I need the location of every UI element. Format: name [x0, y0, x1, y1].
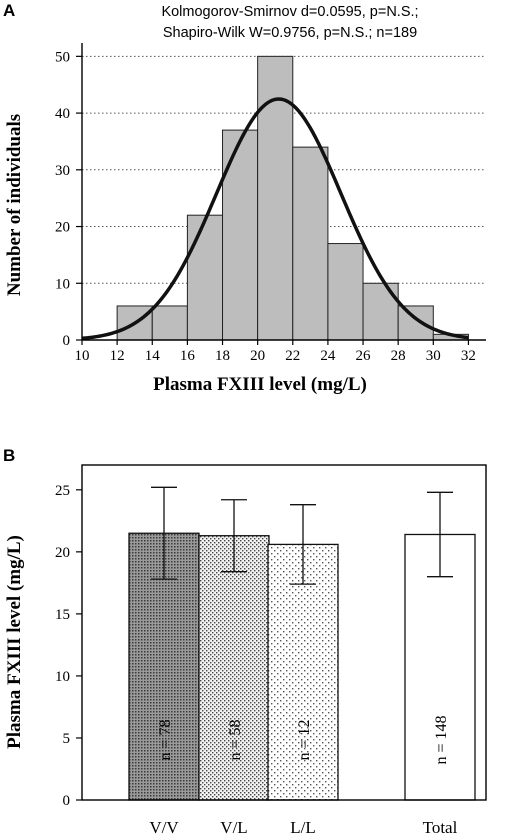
panel-b-y-axis-title: Plasma FXIII level (mg/L) — [4, 535, 25, 749]
histogram-bar — [151, 305, 188, 341]
y-tick-label: 15 — [55, 607, 70, 623]
y-tick-label: 40 — [55, 106, 70, 122]
x-tick-label: 22 — [285, 348, 300, 364]
category-label: L/L — [290, 818, 316, 837]
y-tick-label: 10 — [55, 669, 70, 685]
y-tick-label: 30 — [55, 163, 70, 179]
x-tick-label: 16 — [180, 348, 196, 364]
mean-bar — [404, 533, 476, 801]
x-tick-label: 12 — [110, 348, 125, 364]
category-label: V/L — [220, 818, 247, 837]
sample-size-label: n = 78 — [157, 719, 174, 760]
histogram-bar — [397, 305, 434, 341]
x-tick-label: 20 — [250, 348, 265, 364]
panel-b-bar-chart: n = 78 n = 58 n = 12 n = 148 0 5 10 15 20 25 V/V… — [55, 464, 487, 837]
panel-a-label: A — [3, 1, 15, 20]
sample-size-label: n = 58 — [227, 719, 244, 760]
x-tick-label: 18 — [215, 348, 230, 364]
x-tick-label: 28 — [391, 348, 406, 364]
histogram-bar — [186, 214, 224, 341]
y-tick-label: 10 — [55, 276, 70, 292]
panel-b-label: B — [3, 446, 15, 465]
category-label: Total — [423, 818, 458, 837]
mean-bar — [267, 543, 339, 801]
panel-a-y-axis-title: Number of individuals — [4, 114, 25, 296]
histogram-bar — [362, 282, 399, 341]
plot-frame — [81, 464, 487, 801]
x-tick-label: 10 — [75, 348, 90, 364]
histogram-bar — [222, 129, 259, 341]
x-tick-label: 32 — [461, 348, 476, 364]
y-tick-label: 20 — [55, 220, 70, 236]
x-tick-label: 26 — [356, 348, 372, 364]
panel-a-x-axis-title: Plasma FXIII level (mg/L) — [153, 374, 367, 395]
histogram-bar — [292, 146, 329, 341]
histogram-bar — [327, 243, 364, 341]
y-tick-label: 0 — [63, 793, 71, 809]
x-tick-label: 30 — [426, 348, 441, 364]
sample-size-label: n = 12 — [296, 719, 313, 760]
x-tick-label: 24 — [320, 348, 336, 364]
y-tick-label: 0 — [63, 333, 71, 349]
y-tick-label: 5 — [63, 731, 71, 747]
y-tick-label: 25 — [55, 483, 70, 499]
y-tick-label: 20 — [55, 545, 70, 561]
y-tick-label: 50 — [55, 49, 70, 65]
panel-a-stats-line-1: Kolmogorov-Smirnov d=0.0595, p=N.S.; — [161, 4, 418, 20]
category-label: V/V — [149, 818, 179, 837]
sample-size-label: n = 148 — [433, 715, 450, 764]
panel-a-stats-line-2: Shapiro-Wilk W=0.9756, p=N.S.; n=189 — [163, 25, 417, 41]
x-tick-label: 14 — [145, 348, 161, 364]
normal-fit-curve — [81, 97, 469, 341]
